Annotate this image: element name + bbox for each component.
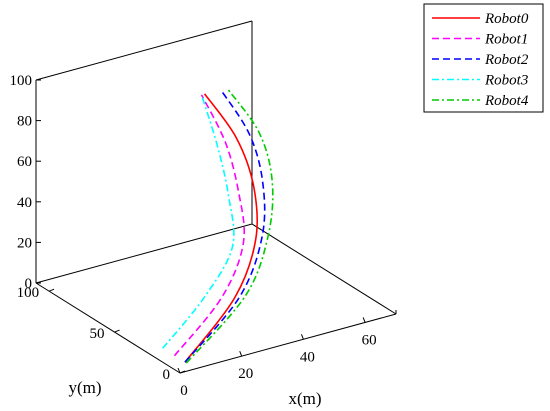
series-lines [162,88,274,364]
series-line-robot1 [173,94,246,357]
z-tick-label: 40 [17,195,32,211]
box-edge [35,20,253,81]
legend-label-robot2: Robot2 [484,52,529,68]
y-tick-mark [114,329,120,333]
series-line-robot3 [162,94,235,349]
y-tick-label: 50 [90,326,105,342]
z-tick-label: 0 [25,276,33,292]
y-tick-mark [48,288,55,292]
z-tick-label: 100 [10,73,33,89]
box-edge [35,282,181,374]
y-tick-mark [179,370,186,374]
legend-label-robot0: Robot0 [484,11,529,27]
box-edge [179,313,397,374]
z-tick-label: 80 [17,114,32,130]
y-tick-label: 0 [163,367,171,383]
series-line-robot0 [184,93,259,363]
box-edge [251,223,397,315]
y-tick-label: 100 [17,285,40,301]
legend-label-robot1: Robot1 [484,32,528,48]
legend-label-robot4: Robot4 [484,93,529,109]
x-tick-mark [239,350,243,357]
legend: Robot0 Robot1 Robot2 Robot3 Robot4 [423,3,544,113]
x-tick-label: 60 [362,332,377,348]
x-tick-mark [177,367,181,374]
series-line-robot2 [184,90,266,363]
x-tick-mark [300,334,304,340]
axes-box [35,20,397,374]
box-edge [35,223,253,284]
x-tick-label: 20 [238,366,253,382]
x-axis-label: x(m) [288,389,321,408]
legend-box [423,3,544,113]
legend-label-robot3: Robot3 [484,73,528,89]
x-tick-mark [362,317,366,323]
x-tick-label: 40 [300,349,315,365]
z-tick-label: 60 [17,154,32,170]
y-axis-label: y(m) [68,378,101,397]
series-line-robot4 [185,88,274,364]
x-tick-label: 0 [180,383,188,399]
z-tick-label: 20 [17,235,32,251]
